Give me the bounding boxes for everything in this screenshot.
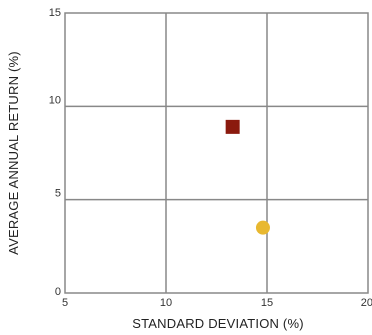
y-tick-label: 5 xyxy=(55,188,61,200)
y-axis-ticks: 0 5 10 15 xyxy=(49,7,61,298)
y-tick-label: 15 xyxy=(49,7,61,19)
x-axis-label: STANDARD DEVIATION (%) xyxy=(132,316,303,331)
data-point-square xyxy=(225,119,240,134)
y-tick-label: 0 xyxy=(55,286,61,298)
y-axis-label: AVERAGE ANNUAL RETURN (%) xyxy=(6,51,21,255)
x-axis-ticks: 5 10 15 20 xyxy=(62,297,372,309)
plot-area xyxy=(64,12,369,294)
x-tick-label: 20 xyxy=(361,297,372,309)
x-tick-label: 15 xyxy=(261,297,273,309)
y-tick-label: 10 xyxy=(49,94,61,106)
x-tick-label: 10 xyxy=(160,297,172,309)
data-point-circle xyxy=(255,220,270,235)
grid-lines xyxy=(65,13,368,293)
x-tick-label: 5 xyxy=(62,297,68,309)
data-points xyxy=(225,119,270,235)
